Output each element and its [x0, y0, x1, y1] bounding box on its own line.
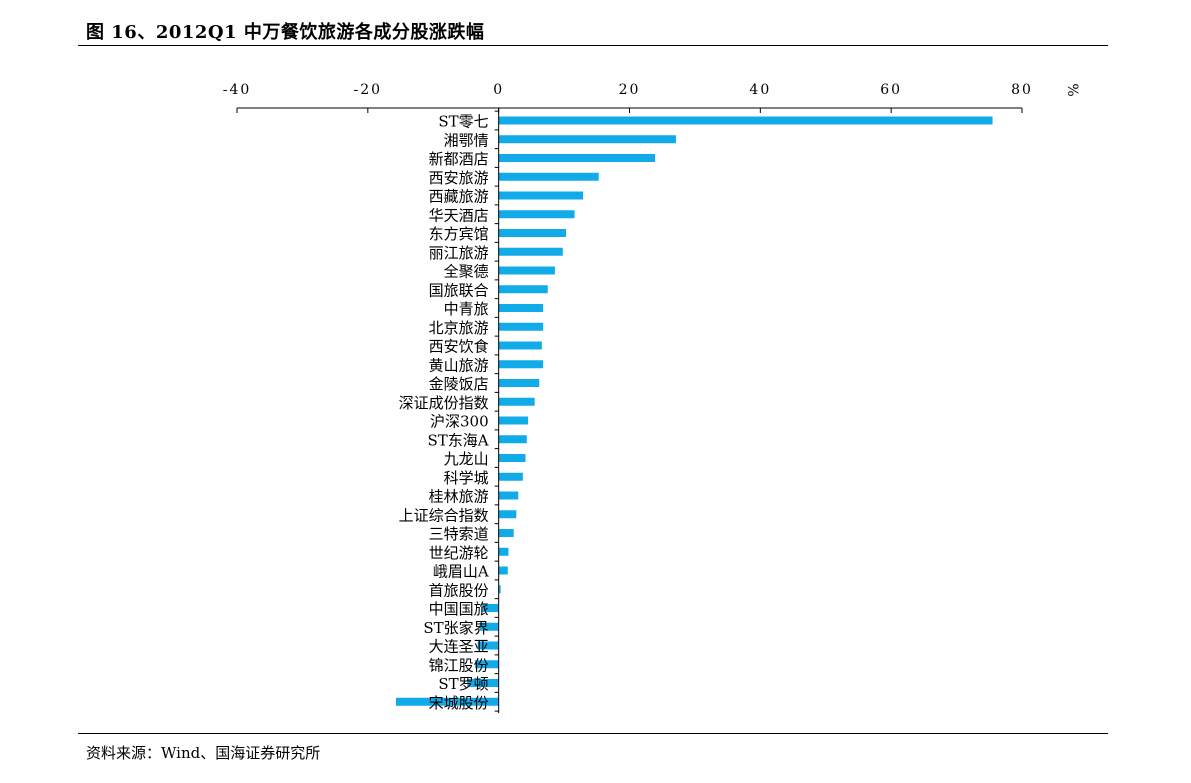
- x-tick-label: -40: [223, 82, 252, 98]
- bar: [498, 454, 526, 462]
- bar: [498, 341, 542, 350]
- category-label: 金陵饭店: [429, 375, 489, 393]
- x-tick-label: 80: [1011, 82, 1033, 98]
- category-label: 黄山旅游: [429, 356, 489, 374]
- category-label: 全聚德: [444, 263, 489, 281]
- bar: [498, 585, 501, 594]
- bar: [498, 304, 544, 312]
- category-label: 桂林旅游: [429, 488, 489, 506]
- bar: [498, 266, 555, 275]
- category-label: 沪深300: [430, 413, 489, 431]
- category-label: 北京旅游: [429, 319, 489, 337]
- bar: [498, 435, 527, 444]
- bar: [498, 510, 517, 519]
- category-label: ST零七: [438, 113, 488, 131]
- bar: [498, 191, 584, 200]
- bar: [475, 660, 499, 669]
- category-label: 西安饮食: [429, 338, 489, 356]
- category-label: 深证成份指数: [399, 394, 489, 412]
- bars-group: [395, 116, 993, 706]
- category-label: 三特索道: [429, 525, 489, 543]
- category-label: 大连圣亚: [429, 638, 489, 656]
- category-label: 湘鄂情: [444, 131, 489, 149]
- bar: [498, 566, 508, 575]
- category-label: 国旅联合: [429, 281, 489, 299]
- x-tick-label: -20: [354, 82, 383, 98]
- category-label: 中青旅: [444, 300, 489, 318]
- category-label: 首旅股份: [429, 581, 489, 599]
- bar: [498, 529, 514, 537]
- category-label: 丽江旅游: [429, 244, 489, 262]
- category-label: 东方宾馆: [429, 225, 489, 243]
- bar: [498, 210, 575, 219]
- category-label: 新都酒店: [429, 150, 489, 168]
- category-label: 华天酒店: [429, 206, 489, 224]
- source-divider: [78, 733, 1108, 734]
- bar: [498, 135, 676, 144]
- category-label: 九龙山: [444, 450, 489, 468]
- category-label: 西藏旅游: [429, 188, 489, 206]
- category-label: 峨眉山A: [433, 563, 489, 581]
- x-axis: -40 -20 0 20 40 60 80%: [223, 82, 1080, 113]
- bar: [498, 229, 567, 237]
- x-tick-label: 40: [749, 82, 771, 98]
- category-label: ST张家界: [423, 619, 488, 637]
- bar: [498, 491, 519, 500]
- x-tick-label: 0: [493, 82, 504, 98]
- bar: [479, 622, 499, 631]
- category-label: 西安旅游: [429, 169, 489, 187]
- bar: [395, 697, 499, 706]
- x-tick-label: 20: [619, 82, 641, 98]
- category-label: 科学城: [444, 469, 489, 487]
- bar: [498, 154, 656, 162]
- bar: [477, 641, 499, 650]
- bar: [498, 397, 535, 406]
- category-label: 中国国旅: [429, 600, 489, 618]
- bar: [498, 379, 540, 387]
- source-note: 资料来源：Wind、国海证券研究所: [86, 744, 321, 762]
- bar: [498, 360, 544, 369]
- x-tick-label: 60: [880, 82, 902, 98]
- category-label: ST东海A: [428, 431, 489, 449]
- bar: [498, 247, 563, 256]
- bar: [498, 172, 599, 181]
- bar: [467, 679, 499, 687]
- category-labels: ST零七湘鄂情新都酒店西安旅游西藏旅游华天酒店东方宾馆丽江旅游全聚德国旅联合中青…: [399, 113, 489, 712]
- title-divider: [78, 45, 1108, 46]
- category-label: 上证综合指数: [399, 506, 489, 524]
- bar: [498, 285, 548, 294]
- category-label: ST罗顿: [438, 675, 488, 693]
- bar: [498, 472, 523, 481]
- bar: [498, 116, 993, 125]
- bar: [498, 416, 529, 425]
- bar: [498, 547, 509, 556]
- chart-title: 图 16、2012Q1 中万餐饮旅游各成分股涨跌幅: [86, 22, 485, 43]
- category-label: 宋城股份: [429, 694, 489, 712]
- category-label: 世纪游轮: [429, 544, 489, 562]
- y-axis: [494, 108, 500, 714]
- category-label: 锦江股份: [429, 656, 489, 674]
- unit-label: %: [1064, 83, 1080, 96]
- bar: [498, 322, 544, 331]
- bar: [482, 604, 499, 612]
